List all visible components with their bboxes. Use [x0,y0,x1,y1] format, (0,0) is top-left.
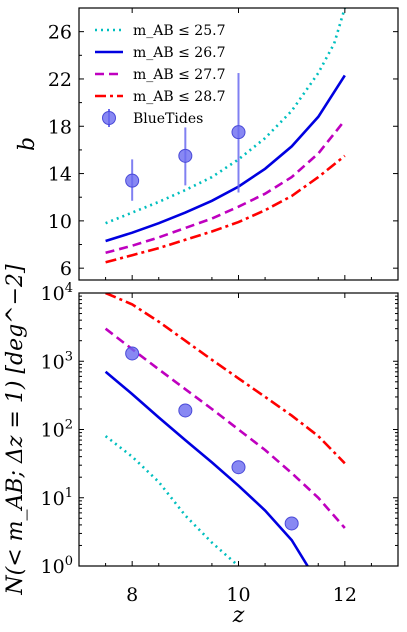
x-axis-label: z [232,603,245,628]
y-axis-label: N(< m_AB; Δz = 1) [deg^−2] [3,264,28,596]
legend-label: BlueTides [133,111,203,127]
x-tick-label: 12 [333,584,357,606]
data-point [178,148,193,163]
y-tick-label: 103 [41,349,73,373]
y-tick-label: 10 [48,211,72,233]
y-tick-label: 26 [48,22,72,44]
data-point [178,403,193,418]
data-point [125,346,140,361]
data-point [284,516,299,531]
legend-label: m_AB ≤ 25.7 [133,23,225,39]
bottom-plot-area [104,293,346,566]
x-tick-label: 8 [126,584,138,606]
y-tick-label: 101 [41,486,73,510]
legend-label: m_AB ≤ 27.7 [133,67,225,83]
data-point [231,125,246,140]
series-line-1 [105,74,346,243]
y-tick-label: 14 [48,164,72,186]
y-tick-label: 102 [41,418,73,442]
data-point [125,173,140,188]
series-line-2 [105,119,346,255]
top-plot-area [105,8,347,264]
legend: m_AB ≤ 25.7 m_AB ≤ 26.7 m_AB ≤ 27.7 m_AB ≤ … [95,23,225,127]
y-tick-label: 18 [48,116,72,138]
legend-label: m_AB ≤ 28.7 [133,89,225,105]
bottom-frame [78,292,399,567]
series-line-1 [104,370,309,566]
y-axis-label: b [15,137,40,151]
series-line-0 [105,8,347,225]
series-line-0 [104,435,240,566]
y-tick-label: 104 [41,281,73,305]
legend-label: m_AB ≤ 26.7 [133,45,225,61]
series-line-3 [105,154,346,264]
y-tick-label: 6 [60,258,72,280]
series-line-2 [104,327,346,529]
y-tick-label: 22 [48,69,72,91]
bottom-panel: 100 101 102 103 104 8 10 12 N(< m_AB; Δz = 1) [d… [3,264,399,628]
y-tick-label: 100 [41,554,73,578]
legend-marker [102,111,116,125]
x-tick-label: 10 [226,584,250,606]
data-point [231,460,246,475]
series-line-3 [105,293,346,465]
